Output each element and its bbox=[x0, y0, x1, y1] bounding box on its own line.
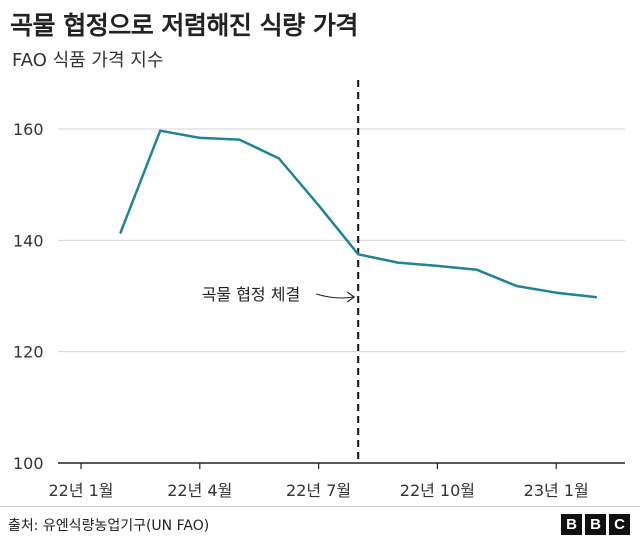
y-tick-label: 140 bbox=[13, 231, 44, 250]
footer-divider bbox=[0, 506, 640, 507]
logo-letter: C bbox=[609, 514, 630, 535]
data-point bbox=[159, 129, 162, 132]
data-point bbox=[357, 253, 360, 256]
data-point bbox=[198, 136, 201, 140]
x-tick-label: 22년 1월 bbox=[48, 481, 113, 500]
annotation-arrow bbox=[316, 293, 354, 299]
y-tick-label: 100 bbox=[13, 454, 44, 473]
x-tick-label: 22년 10월 bbox=[400, 481, 475, 500]
source-note: 출처: 유엔식량농업기구(UN FAO) bbox=[8, 518, 210, 534]
x-tick-label: 22년 7월 bbox=[286, 481, 351, 500]
data-point bbox=[555, 291, 558, 294]
logo-letter: B bbox=[585, 514, 606, 535]
x-tick-label: 23년 1월 bbox=[524, 481, 589, 500]
y-tick-label: 160 bbox=[13, 120, 44, 139]
data-point bbox=[396, 261, 399, 264]
data-point bbox=[317, 204, 320, 207]
chart-subtitle: FAO 식품 가격 지수 bbox=[12, 50, 164, 71]
data-point bbox=[119, 231, 122, 234]
data-point bbox=[238, 138, 241, 141]
x-tick-label: 22년 4월 bbox=[167, 481, 232, 500]
data-point bbox=[475, 268, 479, 272]
data-point bbox=[594, 295, 597, 299]
data-point bbox=[277, 157, 281, 160]
annotation-arrowhead bbox=[346, 291, 356, 303]
chart-title: 곡물 협정으로 저렴해진 식량 가격 bbox=[10, 11, 358, 40]
data-point bbox=[515, 284, 518, 288]
data-point bbox=[436, 264, 439, 268]
line-chart: 100 120 140 160 22년 1월 22년 4월 22년 7월 22년 10월 23년… bbox=[13, 80, 625, 500]
bbc-logo: B B C bbox=[561, 514, 630, 535]
annotation-label: 곡물 협정 체결 bbox=[202, 285, 301, 304]
logo-letter: B bbox=[561, 514, 582, 535]
y-tick-label: 120 bbox=[13, 343, 44, 362]
